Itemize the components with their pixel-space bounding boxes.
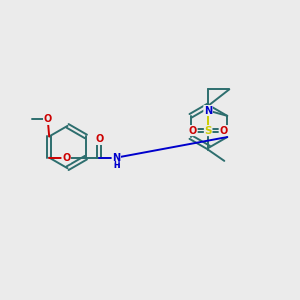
Text: O: O [95,134,103,144]
Text: O: O [44,114,52,124]
Text: O: O [62,153,70,163]
Text: N: N [112,153,120,163]
Text: O: O [219,126,227,136]
Text: H: H [113,161,120,170]
Text: O: O [44,114,52,124]
Text: H: H [113,161,120,170]
Text: N: N [204,106,212,116]
Text: O: O [95,134,103,144]
Text: N: N [204,106,212,116]
Text: N: N [112,153,120,163]
Text: O: O [189,126,197,136]
Text: O: O [189,126,197,136]
Text: O: O [219,126,227,136]
Text: S: S [205,126,212,136]
Text: O: O [62,153,70,163]
Text: S: S [204,126,212,136]
